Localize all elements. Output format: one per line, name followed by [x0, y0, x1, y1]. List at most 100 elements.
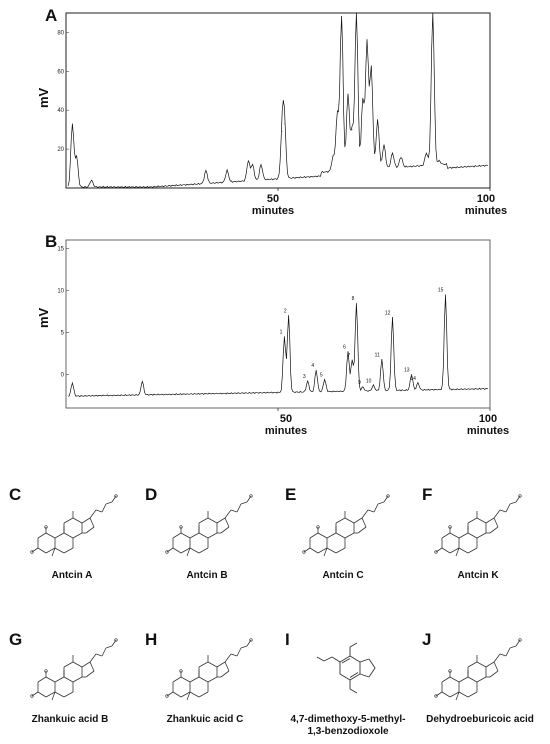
bond	[37, 676, 47, 683]
bond	[458, 532, 469, 539]
peak-marker	[332, 156, 334, 158]
bond	[509, 645, 517, 649]
bond	[189, 532, 200, 539]
bond	[54, 676, 65, 683]
bond	[441, 691, 451, 698]
compound-name-dehydroeburicoic-acid: Dehydroeburicoic acid	[426, 714, 534, 725]
peak-marker	[392, 152, 393, 154]
compound-name-benzodioxole: 4,7-dimethoxy-5-methyl- 1,3-benzodioxole	[290, 714, 406, 737]
oxygen-atom	[316, 525, 320, 529]
steroid-skeleton	[165, 638, 253, 701]
x-axis-label: minutes	[264, 425, 308, 437]
peak-label: 11	[375, 352, 380, 358]
steroid-skeleton	[434, 494, 522, 557]
peak-label: 5	[320, 372, 323, 378]
peak-label: 8	[352, 296, 355, 302]
bond	[485, 661, 495, 668]
bond	[216, 661, 226, 668]
bond	[317, 547, 328, 554]
panel-label-a: A	[45, 6, 58, 25]
peak-marker	[341, 16, 342, 18]
chromatogram-a: 20 40 60 80	[57, 12, 491, 191]
peak-marker	[392, 316, 393, 318]
bond	[499, 509, 507, 513]
bond	[240, 645, 248, 649]
oxygen-atom	[44, 669, 48, 673]
bond	[317, 532, 328, 539]
bond	[493, 661, 499, 672]
bond	[207, 532, 218, 539]
bond	[37, 691, 47, 698]
panel-label-b: B	[45, 232, 58, 251]
bond	[449, 691, 460, 698]
bond	[224, 661, 230, 672]
panel-label-j: J	[422, 630, 432, 649]
bond	[344, 517, 355, 524]
bond	[220, 526, 230, 534]
compound-name-antcin-b: Antcin B	[186, 570, 228, 581]
bond	[72, 532, 83, 539]
bond	[344, 532, 355, 539]
steroid-skeleton	[30, 494, 118, 557]
bond	[54, 691, 65, 698]
peak-marker	[142, 380, 143, 382]
bond	[172, 547, 182, 554]
structure-benzodioxole	[316, 642, 376, 694]
x-tick-50: 50 minutes	[261, 413, 311, 437]
bond	[198, 547, 209, 554]
bond	[207, 676, 218, 683]
peak-label: 13	[404, 367, 410, 373]
peak-marker	[373, 385, 374, 386]
bond	[357, 526, 367, 534]
bond	[95, 653, 103, 657]
steroid-skeleton	[434, 638, 522, 701]
oxygen-atom	[448, 669, 452, 673]
x-tick-value: 100	[478, 413, 498, 425]
bond	[458, 547, 469, 554]
y-tick-label: 0	[61, 372, 65, 378]
peak-label: 7	[347, 353, 350, 359]
oxygen-atom	[302, 550, 306, 554]
bond	[81, 661, 91, 668]
bond	[198, 517, 209, 524]
bond	[105, 645, 113, 649]
bond	[224, 517, 230, 528]
peak-marker	[366, 41, 368, 43]
oxygen-atom	[165, 694, 169, 698]
bond	[180, 532, 191, 539]
structure-antcin-k	[434, 494, 522, 557]
structure-zhankuic-acid-c	[165, 638, 253, 701]
bond	[476, 532, 487, 539]
oxygen-atom	[448, 525, 452, 529]
bond	[493, 653, 501, 663]
peak-label: 9	[358, 380, 361, 386]
structure-antcin-a	[30, 494, 118, 557]
compound-name-antcin-c: Antcin C	[322, 570, 364, 581]
peak-marker	[417, 382, 419, 384]
peak-marker	[76, 156, 77, 158]
y-tick-label: 15	[57, 246, 64, 252]
bond	[467, 517, 478, 524]
bond	[449, 676, 460, 683]
bond	[89, 653, 97, 663]
bond	[236, 647, 242, 657]
bond	[189, 691, 200, 698]
bond	[309, 532, 319, 539]
bond	[186, 547, 191, 557]
chromatogram-trace	[68, 294, 489, 398]
peak-marker	[356, 302, 357, 304]
bond	[172, 532, 182, 539]
y-tick-label: 20	[57, 147, 64, 153]
bond	[45, 532, 56, 539]
bond	[335, 547, 346, 554]
peak-marker	[347, 94, 349, 95]
bond	[207, 517, 218, 524]
bond	[186, 691, 191, 701]
bond	[45, 547, 56, 554]
bond	[72, 517, 83, 524]
bond	[89, 517, 95, 528]
bond	[224, 509, 232, 519]
peak-marker	[284, 123, 285, 125]
bond	[72, 676, 83, 683]
